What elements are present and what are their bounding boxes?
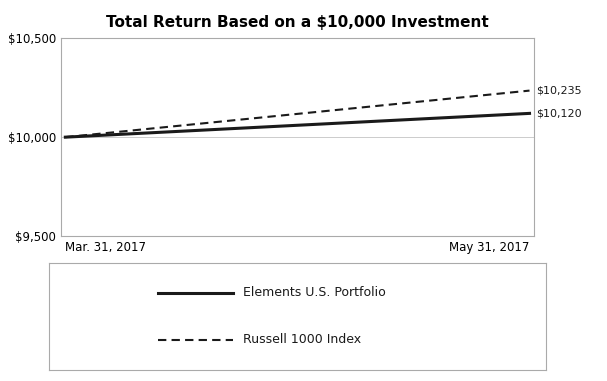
Title: Total Return Based on a $10,000 Investment: Total Return Based on a $10,000 Investme… (106, 15, 489, 30)
Text: $10,120: $10,120 (537, 108, 582, 118)
Text: $10,235: $10,235 (537, 86, 582, 96)
Text: Russell 1000 Index: Russell 1000 Index (243, 333, 361, 346)
Text: Elements U.S. Portfolio: Elements U.S. Portfolio (243, 286, 385, 299)
